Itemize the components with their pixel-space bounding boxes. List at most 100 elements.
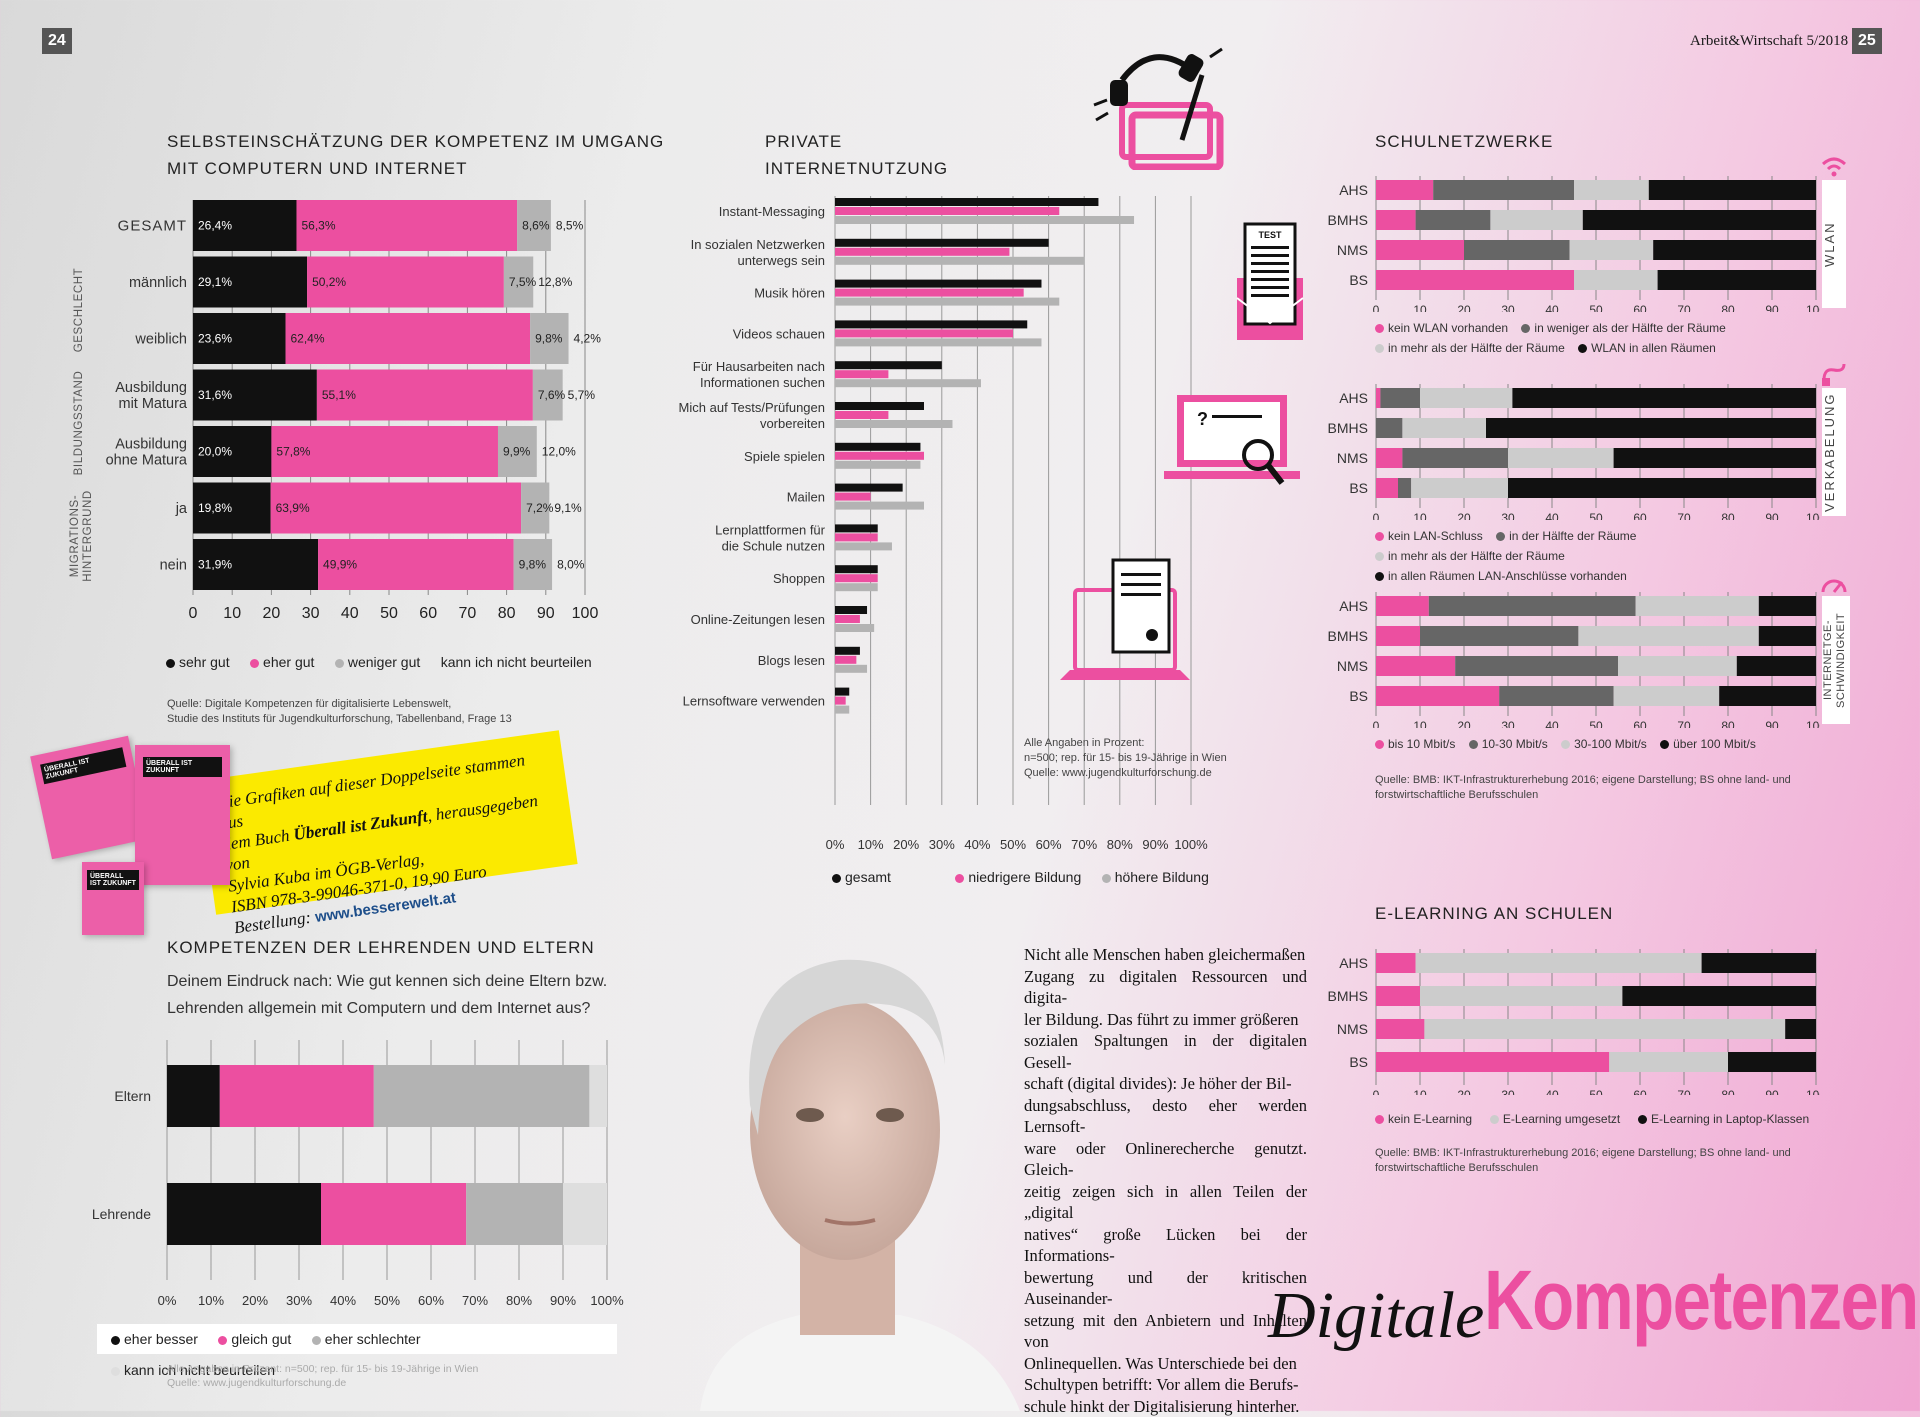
stack-bar-in-mehr-als-der-hälfte-der-räume: [1508, 448, 1614, 468]
stack-bar-wlan-in-allen-räumen: [1582, 210, 1816, 230]
small-xtick: 10: [1413, 511, 1427, 520]
privat-chart: 0% 10% 20% 30% 40% 50% 60% 70% 80% 90% 100% Instant…: [679, 196, 1208, 852]
small-xtick: 60: [1633, 719, 1647, 728]
privat-bar-gesamt: [835, 238, 1049, 247]
selbst-category-label: Ausbildung: [115, 380, 187, 396]
small-xtick: 30: [1501, 303, 1515, 312]
small-xtick: 90: [1765, 511, 1779, 520]
stack-bar-in-allen-räumen-lan-anschlüsse-vorhanden: [1613, 448, 1816, 468]
privat-bar-gesamt: [835, 442, 921, 451]
stack-bar-10-30-mbit-s: [1420, 626, 1579, 646]
stack-bar-in-weniger-als-der-hälfte-der-räume: [1464, 240, 1570, 260]
school-type-label: NMS: [1337, 658, 1368, 674]
small-xtick: 60: [1633, 303, 1647, 312]
stack-bar-30-100-mbit-s: [1635, 596, 1759, 616]
privat-bar-niedrigere-bildung: [835, 329, 1013, 338]
privat-bar-gesamt: [835, 646, 860, 655]
selbst-value-label: 8,5%: [556, 219, 584, 233]
page-number-left: 24: [42, 28, 72, 54]
privat-bar-höhere-bildung: [835, 583, 878, 592]
privat-bar-höhere-bildung: [835, 420, 953, 428]
elearning-legend: kein E-Learning E-Learning umgesetzt E-L…: [1375, 1110, 1809, 1128]
selbst-value-label: 56,3%: [301, 219, 335, 233]
small-xtick: 70: [1677, 719, 1691, 728]
legend-weniger-haelfte: in weniger als der Hälfte der Räume: [1521, 321, 1726, 335]
stack-bar-wlan-in-allen-räumen: [1648, 180, 1816, 200]
privat-bar-höhere-bildung: [835, 705, 850, 714]
speed-source: Quelle: BMB: IKT-Infrastrukturerhebung 2…: [1375, 774, 1791, 801]
article-text: Nicht alle Menschen haben gleichermaßen Z…: [1024, 945, 1307, 1416]
small-xtick: 40: [1545, 719, 1559, 728]
stack-bar-über-100-mbit-s: [1719, 686, 1816, 706]
school-type-label: AHS: [1339, 390, 1368, 406]
stack-bar-kein-lan-schluss: [1376, 388, 1381, 408]
elearning-chart: 0 10 20 30 40 50 60 70 80 90 100 AHS BMHS NMS BS: [1328, 949, 1820, 1095]
privat-xtick: 60%: [1036, 837, 1062, 852]
legend-kein-wlan: kein WLAN vorhanden: [1375, 321, 1508, 335]
small-xtick: 80: [1721, 1088, 1735, 1095]
privat-category-label: vorbereiten: [760, 416, 825, 431]
lehrende-xtick: 80%: [506, 1293, 532, 1308]
legend-gleich-gut: gleich gut: [218, 1331, 291, 1347]
stack-bar-kein-e-learning: [1376, 953, 1416, 973]
privat-xtick: 0%: [826, 837, 845, 852]
privat-bar-höhere-bildung: [835, 297, 1060, 306]
legend-ueber-100: über 100 Mbit/s: [1660, 737, 1756, 751]
selbst-bar-weniger-gut: [513, 539, 553, 590]
stack-bar-wlan-in-allen-räumen: [1653, 240, 1816, 260]
legend-sehr-gut: sehr gut: [166, 654, 230, 670]
lan-sidebar: VERKABELUNG: [1822, 388, 1846, 516]
small-xtick: 70: [1677, 1088, 1691, 1095]
legend-lan-alle: in allen Räumen LAN-Anschlüsse vorhanden: [1375, 569, 1627, 583]
selbst-xtick: 20: [263, 605, 281, 622]
selbst-xtick: 60: [419, 605, 437, 622]
selbst-chart: 0 10 20 30 40 50 60 70 80 90 100 26,4% 56,3% 8,6% 8,5%…: [69, 200, 601, 622]
small-xtick: 60: [1633, 511, 1647, 520]
stack-bar-in-allen-räumen-lan-anschlüsse-vorhanden: [1508, 478, 1816, 498]
privat-category-label: Mich auf Tests/Prüfungen: [679, 400, 825, 415]
lehrende-xtick: 100%: [590, 1293, 624, 1308]
stack-bar-in-mehr-als-der-hälfte-der-räume: [1402, 418, 1486, 438]
svg-text:?: ?: [1197, 409, 1208, 429]
selbst-bar-weniger-gut: [497, 426, 537, 477]
stack-bar-10-30-mbit-s: [1428, 596, 1636, 616]
selbst-group-label: GESCHLECHT: [73, 268, 85, 353]
small-xtick: 40: [1545, 1088, 1559, 1095]
privat-bar-niedrigere-bildung: [835, 533, 878, 542]
selbst-bar-eher-gut: [271, 426, 498, 477]
cable-icon: [1822, 363, 1846, 386]
privat-bar-niedrigere-bildung: [835, 615, 860, 623]
selbst-bar-eher-gut: [285, 313, 531, 364]
selbst-value-label: 5,7%: [568, 388, 596, 402]
lehrende-bar-gleich-gut: [321, 1183, 467, 1245]
computer-search-icon: ?: [1164, 395, 1300, 485]
selbst-category-label: ohne Matura: [106, 453, 188, 469]
small-xtick: 50: [1589, 303, 1603, 312]
lehrende-bar-kann-ich-nicht-beurteilen: [589, 1065, 607, 1127]
stack-bar-e-learning-umgesetzt: [1420, 986, 1623, 1006]
lehrende-xtick: 60%: [418, 1293, 444, 1308]
page-title-digitale: Digitale: [1268, 1279, 1485, 1352]
small-xtick: 20: [1457, 303, 1471, 312]
page-number-right: 25: [1852, 28, 1882, 54]
stack-bar-kein-lan-schluss: [1376, 478, 1398, 498]
small-xtick: 0: [1373, 719, 1380, 728]
legend-mehr-haelfte: in mehr als der Hälfte der Räume: [1375, 341, 1565, 355]
selbst-bar-sehr-gut: [193, 200, 297, 251]
selbst-xtick: 10: [223, 605, 241, 622]
privat-bar-höhere-bildung: [835, 379, 981, 388]
school-type-label: BMHS: [1328, 420, 1368, 436]
small-xtick: 80: [1721, 719, 1735, 728]
stack-bar-wlan-in-allen-räumen: [1657, 270, 1816, 290]
legend-niedrigere-bildung: niedrigere Bildung: [955, 869, 1081, 885]
school-type-label: NMS: [1337, 450, 1368, 466]
legend-lan-haelfte: in der Hälfte der Räume: [1496, 529, 1636, 543]
legend-kein-lan: kein LAN-Schluss: [1375, 529, 1483, 543]
privat-bar-höhere-bildung: [835, 542, 892, 551]
stack-bar-in-weniger-als-der-hälfte-der-räume: [1433, 180, 1574, 200]
stack-bar-in-mehr-als-der-hälfte-der-räume: [1490, 210, 1583, 230]
privat-category-label: Blogs lesen: [758, 653, 825, 668]
legend-bis-10: bis 10 Mbit/s: [1375, 737, 1455, 751]
legend-10-30: 10-30 Mbit/s: [1468, 737, 1548, 751]
selbst-bar-sehr-gut: [193, 256, 308, 308]
